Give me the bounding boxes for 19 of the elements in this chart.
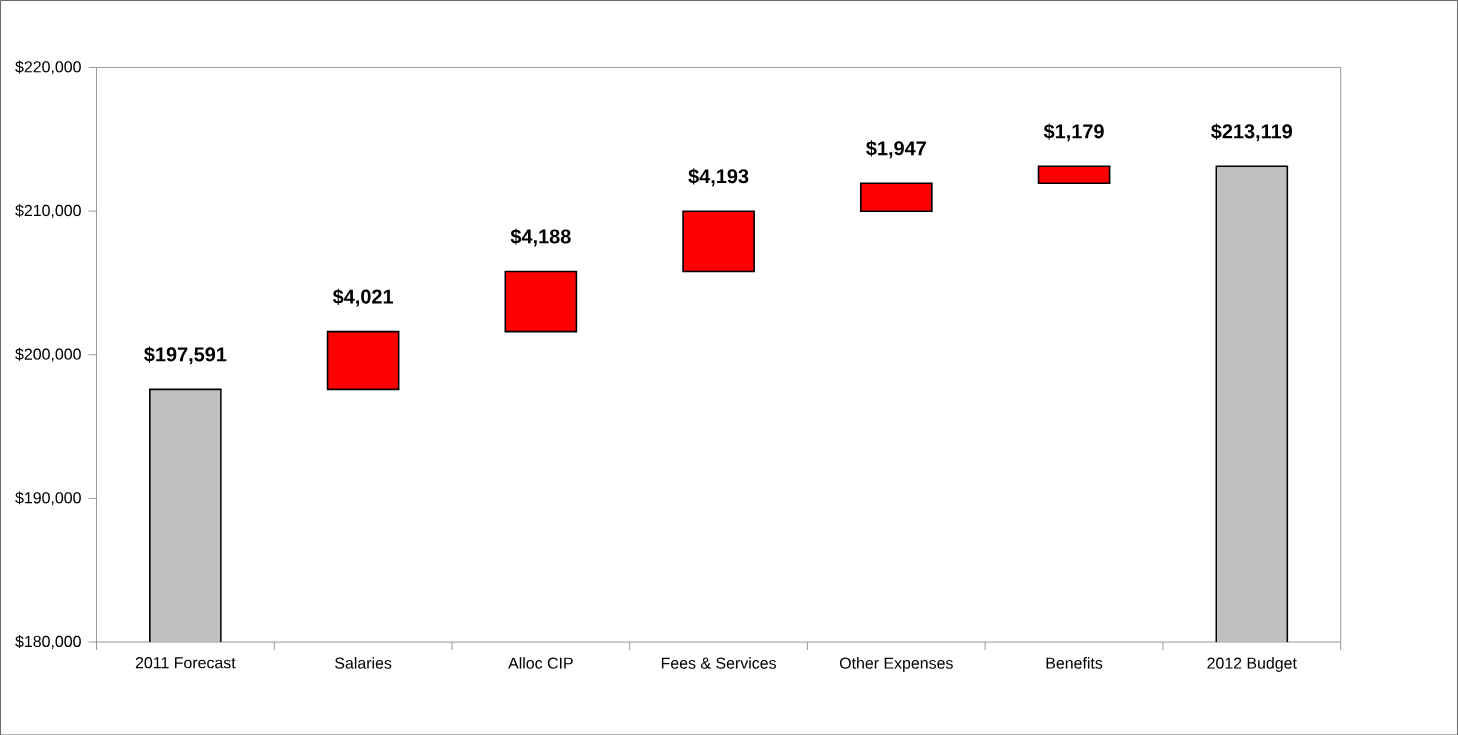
x-tick-label: Alloc CIP (508, 656, 573, 669)
x-tick-label: 2012 Budget (1207, 656, 1297, 672)
data-label: $1,179 (1043, 123, 1104, 142)
y-tick-label: $190,000 (15, 491, 81, 506)
x-tick-label: 2011 Forecast (135, 656, 236, 669)
data-label: $4,193 (688, 168, 749, 186)
x-tick-label: Other Expenses (839, 656, 953, 672)
y-tick-label: $180,000 (15, 634, 81, 649)
data-label: $4,021 (332, 288, 394, 307)
x-tick-label: Benefits (1046, 656, 1103, 669)
y-tick-label: $200,000 (15, 347, 81, 362)
data-label: $213,119 (1211, 123, 1292, 142)
x-tick-label: Salaries (335, 656, 392, 669)
y-tick-label: $220,000 (15, 60, 81, 75)
y-tick-label: $210,000 (15, 203, 81, 218)
x-tick-label: Fees & Services (661, 656, 776, 669)
data-label: $197,591 (144, 346, 227, 365)
data-label: $1,947 (866, 140, 926, 158)
data-label: $4,188 (510, 228, 571, 247)
